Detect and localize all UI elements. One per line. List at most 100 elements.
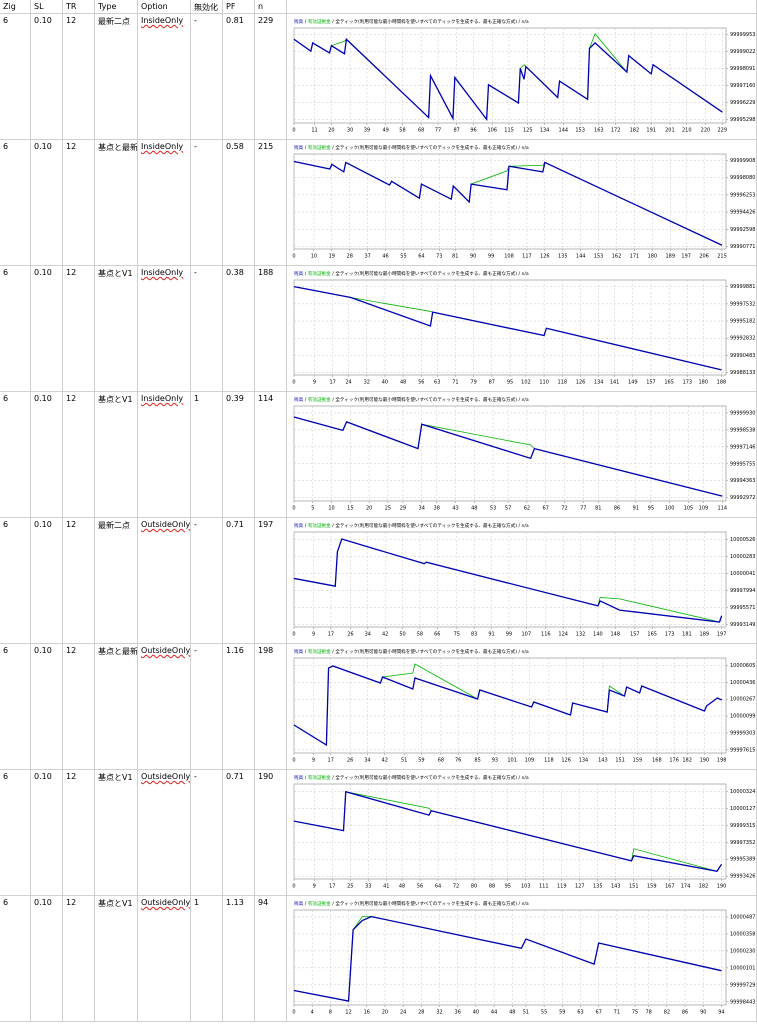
x-tick-label: 68 [438, 758, 444, 764]
header-cell-text: PF [226, 2, 236, 11]
header-cell-text: 無効化 [194, 3, 218, 12]
x-tick-label: 134 [540, 128, 550, 134]
table-cell: 6 [0, 140, 31, 266]
header-cell-text: SL [34, 2, 44, 11]
table-cell-text: 最新二点 [98, 521, 130, 530]
table-cell: - [191, 14, 223, 140]
separator: / [332, 397, 334, 403]
table-cell: 6 [0, 896, 31, 1022]
x-tick-label: 119 [557, 884, 567, 890]
x-tick-label: 94 [718, 1010, 724, 1016]
x-tick-label: 53 [490, 506, 496, 512]
x-tick-label: 88 [489, 884, 495, 890]
table-cell-text: 190 [258, 772, 274, 781]
x-tick-label: 17 [328, 632, 334, 638]
table-cell: 0.10 [31, 644, 63, 770]
equity-chart: 残高 / 有効証拠金 / 全ティック(利用可能な最小時間枠を使いすべてのティックを生成す… [292, 270, 755, 386]
table-cell: 0.10 [31, 770, 63, 896]
table-cell-text: 0.10 [34, 268, 52, 277]
header-cell: Option [138, 0, 191, 14]
x-tick-label: 72 [561, 506, 567, 512]
x-tick-label: 16 [364, 1010, 370, 1016]
x-tick-label: 55 [400, 254, 406, 260]
table-cell-text: 12 [66, 898, 77, 907]
x-tick-label: 182 [682, 758, 692, 764]
y-tick-label: 99997146 [730, 444, 755, 450]
table-cell: 12 [63, 896, 95, 1022]
x-tick-label: 15 [347, 506, 353, 512]
separator: / [305, 775, 307, 781]
x-tick-label: 0 [292, 254, 295, 260]
x-tick-label: 48 [400, 380, 406, 386]
x-tick-label: 71 [452, 380, 458, 386]
legend-balance: 残高 [294, 18, 304, 25]
y-tick-label: 10000127 [730, 806, 755, 812]
x-tick-label: 75 [632, 1010, 638, 1016]
y-tick-label: 99997994 [730, 588, 755, 594]
x-tick-label: 71 [614, 1010, 620, 1016]
header-cell: n [255, 0, 287, 14]
table-cell-text: InsideOnly [141, 16, 184, 25]
x-tick-label: 9 [313, 380, 316, 386]
legend-equity: 有効証拠金 [308, 648, 331, 655]
table-cell: 最新二点 [95, 518, 138, 644]
x-tick-label: 17 [328, 758, 334, 764]
table-cell-text: 6 [3, 16, 9, 25]
x-tick-label: 59 [418, 758, 424, 764]
x-tick-label: 96 [470, 128, 476, 134]
y-tick-label: 99997615 [730, 747, 755, 753]
x-tick-label: 40 [473, 1010, 479, 1016]
y-tick-label: 99995389 [730, 857, 755, 863]
x-tick-label: 0 [292, 758, 295, 764]
separator: / [332, 523, 334, 529]
x-tick-label: 51 [523, 1010, 529, 1016]
x-tick-label: 48 [471, 506, 477, 512]
x-tick-label: 144 [576, 254, 586, 260]
x-tick-label: 55 [541, 1010, 547, 1016]
legend-balance: 残高 [294, 522, 304, 529]
table-cell-text: 6 [3, 646, 9, 655]
table-cell-text: 0.10 [34, 772, 52, 781]
table-cell: 114 [255, 392, 287, 518]
table-cell: 1.13 [223, 896, 255, 1022]
x-tick-label: 95 [505, 884, 511, 890]
x-tick-label: 165 [647, 632, 657, 638]
table-cell-text: 229 [258, 16, 274, 25]
x-tick-label: 181 [682, 632, 692, 638]
y-tick-label: 99995755 [730, 461, 755, 467]
x-tick-label: 58 [417, 632, 423, 638]
x-tick-label: 0 [292, 380, 295, 386]
table-cell: - [191, 644, 223, 770]
x-tick-label: 68 [418, 128, 424, 134]
table-cell-text: 0.71 [226, 520, 244, 529]
x-tick-label: 8 [329, 1010, 332, 1016]
x-tick-label: 63 [434, 380, 440, 386]
plot-area [293, 153, 727, 250]
x-tick-label: 72 [453, 884, 459, 890]
legend-balance: 残高 [294, 270, 304, 277]
x-tick-label: 50 [399, 632, 405, 638]
legend-balance: 残高 [294, 900, 304, 907]
x-tick-label: 220 [701, 128, 711, 134]
table-cell: 6 [0, 770, 31, 896]
x-tick-label: 144 [559, 128, 569, 134]
x-tick-label: 64 [435, 884, 441, 890]
table-cell-text: - [194, 142, 197, 151]
x-tick-label: 141 [610, 380, 620, 386]
x-tick-label: 107 [522, 632, 532, 638]
table-cell: 基点とV1 [95, 770, 138, 896]
y-tick-label: 99988133 [730, 370, 755, 376]
x-tick-label: 42 [382, 632, 388, 638]
x-tick-label: 43 [452, 506, 458, 512]
table-cell: InsideOnly [138, 14, 191, 140]
x-tick-label: 19 [329, 254, 335, 260]
y-tick-label: 10000324 [730, 789, 755, 795]
x-tick-label: 28 [347, 254, 353, 260]
table-cell: OutsideOnly [138, 896, 191, 1022]
x-tick-label: 36 [455, 1010, 461, 1016]
y-tick-label: 99996229 [730, 100, 755, 106]
x-tick-label: 20 [328, 128, 334, 134]
table-cell-text: 0.81 [226, 16, 244, 25]
table-cell: 0.81 [223, 14, 255, 140]
x-tick-label: 106 [487, 128, 497, 134]
